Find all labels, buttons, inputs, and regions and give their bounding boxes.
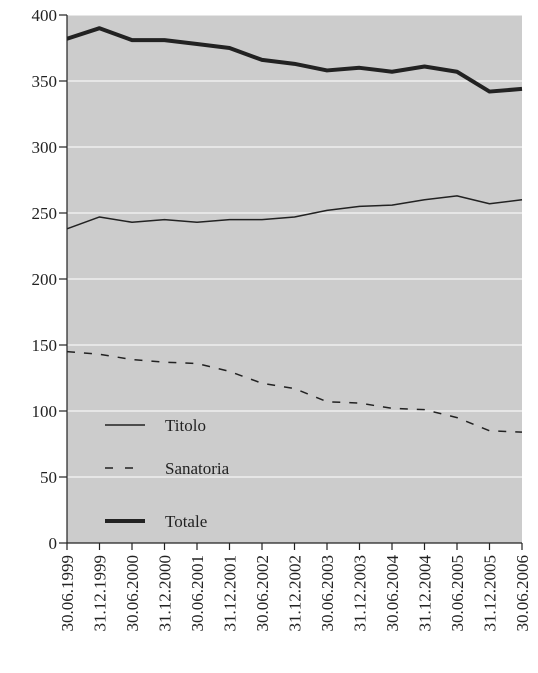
x-tick-label: 30.06.1999 [58,555,77,632]
x-tick-label: 30.06.2005 [448,555,467,632]
x-tick-label: 30.06.2000 [123,555,142,632]
legend-label: Sanatoria [165,459,230,478]
y-tick-label: 350 [32,72,58,91]
x-tick-label: 31.12.2005 [481,555,500,632]
line-series [66,195,523,230]
x-tick-label: 31.12.2001 [221,555,240,632]
y-tick-label: 250 [32,204,58,223]
y-tick-label: 150 [32,336,58,355]
x-tick-label: 30.06.2002 [253,555,272,632]
x-tick-label: 31.12.2003 [351,555,370,632]
x-tick-label: 30.06.2004 [383,555,402,632]
x-tick-label: 31.12.2000 [156,555,175,632]
x-tick-label: 31.12.2002 [286,555,305,632]
y-tick-label: 400 [32,6,58,25]
legend-label: Titolo [165,416,206,435]
x-tick-label: 31.12.1999 [91,555,110,632]
y-tick-label: 100 [32,402,58,421]
x-tick-label: 31.12.2004 [416,555,435,632]
y-tick-label: 200 [32,270,58,289]
x-tick-label: 30.06.2006 [513,555,532,632]
y-tick-label: 50 [40,468,57,487]
x-tick-label: 30.06.2003 [318,555,337,632]
line-series [66,26,523,94]
y-tick-label: 0 [49,534,58,553]
legend-label: Totale [165,512,207,531]
y-tick-label: 300 [32,138,58,157]
x-tick-label: 30.06.2001 [188,555,207,632]
